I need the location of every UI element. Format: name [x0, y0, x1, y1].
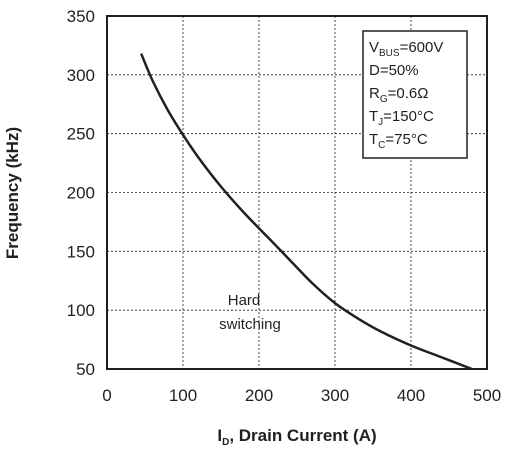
- legend-line: D=50%: [369, 62, 419, 79]
- legend-value: =75°C: [385, 131, 427, 148]
- legend-line: T: [369, 131, 378, 148]
- x-tick-label: 0: [102, 386, 111, 405]
- legend-line: T: [369, 108, 378, 125]
- x-tick-label: 500: [473, 386, 501, 405]
- legend-value: =0.6Ω: [388, 85, 429, 102]
- y-tick-label: 250: [67, 125, 95, 144]
- x-tick-label: 100: [169, 386, 197, 405]
- hard-switching-label-line2: switching: [219, 316, 281, 333]
- legend-value: =600V: [400, 39, 444, 56]
- plot-frame: [106, 15, 488, 370]
- legend-subscript: BUS: [379, 48, 400, 59]
- x-tick-label: 400: [397, 386, 425, 405]
- y-tick-label: 150: [67, 242, 95, 261]
- y-tick-label: 200: [67, 184, 95, 203]
- y-tick-label: 350: [67, 7, 95, 26]
- y-tick-label: 50: [76, 360, 95, 379]
- conditions-legend: VBUS=600V D=50% RG=0.6Ω TJ=150°C TC=75°C: [362, 30, 468, 159]
- y-tick-label: 300: [67, 66, 95, 85]
- y-axis-title: Frequency (kHz): [3, 127, 22, 259]
- legend-box: [362, 30, 468, 159]
- legend-text: VBUS=600V D=50% RG=0.6Ω TJ=150°C TC=75°C: [369, 39, 443, 151]
- legend-subscript: J: [378, 117, 383, 128]
- legend-subscript: G: [380, 94, 388, 105]
- x-tick-label: 200: [245, 386, 273, 405]
- tick-labels: 0 100 200 300 400 500 50 100 150 200 250 300 350: [67, 7, 502, 405]
- legend-value: =150°C: [383, 108, 434, 125]
- x-tick-label: 300: [321, 386, 349, 405]
- hard-switching-label-line1: Hard: [228, 292, 261, 309]
- y-tick-label: 100: [67, 301, 95, 320]
- series-line: [140, 53, 473, 371]
- legend-line: R: [369, 85, 380, 102]
- legend-subscript: C: [378, 140, 385, 151]
- x-axis-title: ID, Drain Current (A): [217, 426, 376, 448]
- legend-line: V: [369, 39, 379, 56]
